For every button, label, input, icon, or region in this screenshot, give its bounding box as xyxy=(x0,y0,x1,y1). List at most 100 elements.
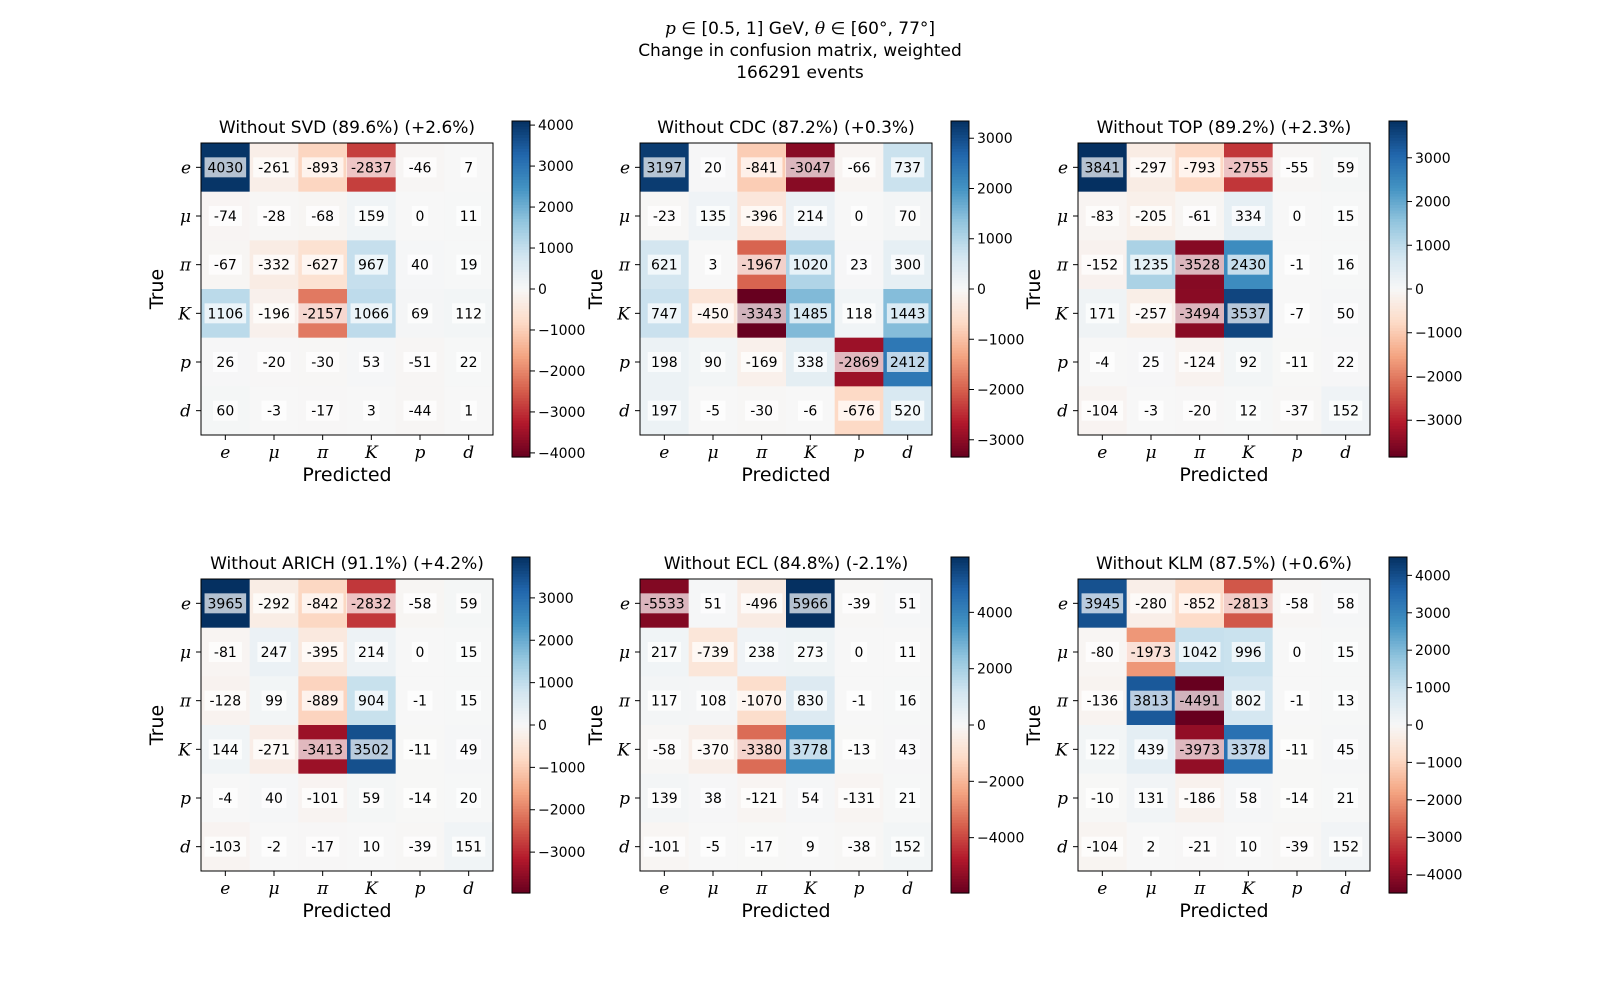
cell-value-label: 2 xyxy=(1147,840,1156,856)
x-tick-label: p xyxy=(1292,443,1303,463)
colorbar-segment xyxy=(512,599,530,603)
cell-label-box xyxy=(253,254,295,275)
cell-value-label: 59 xyxy=(1337,160,1355,176)
colorbar-segment xyxy=(1389,415,1407,419)
colorbar-segment xyxy=(951,778,969,782)
colorbar-tick-label: −4000 xyxy=(538,446,585,462)
cell-label-box xyxy=(1333,254,1359,275)
colorbar-segment xyxy=(951,809,969,813)
y-tick-label: p xyxy=(180,789,191,809)
colorbar-segment xyxy=(1389,193,1407,198)
colorbar-segment xyxy=(1389,185,1407,189)
cell-label-box xyxy=(1231,690,1265,711)
colorbar-segment xyxy=(512,657,530,662)
colorbar-segment xyxy=(951,834,969,838)
x-tick-label: μ xyxy=(268,443,279,463)
colorbar-segment xyxy=(512,585,530,589)
cell-value-label: 439 xyxy=(1138,742,1165,758)
colorbar-segment xyxy=(951,314,969,318)
cell-value-label: -396 xyxy=(746,209,778,225)
colorbar-segment xyxy=(1389,429,1407,433)
cell-value-label: -14 xyxy=(409,791,432,807)
colorbar-segment xyxy=(951,688,969,692)
colorbar-segment xyxy=(1389,691,1407,695)
cell-label-box xyxy=(411,206,429,226)
colorbar-segment xyxy=(1389,607,1407,611)
cell-label-box xyxy=(1280,788,1314,808)
colorbar-segment xyxy=(951,207,969,212)
cell-label-box xyxy=(1333,206,1359,226)
colorbar-segment xyxy=(951,739,969,743)
cell-label-box xyxy=(1174,690,1225,711)
colorbar-segment xyxy=(512,671,530,676)
cell-label-box xyxy=(301,157,344,178)
colorbar-segment xyxy=(1389,448,1407,452)
colorbar-segment xyxy=(512,576,530,580)
cell-label-box xyxy=(789,739,832,760)
colorbar-segment xyxy=(512,823,530,827)
colorbar-segment xyxy=(951,426,969,430)
colorbar-segment xyxy=(512,143,530,147)
cell-label-box xyxy=(403,400,437,421)
colorbar-segment xyxy=(1389,454,1407,458)
cell-value-label: 198 xyxy=(651,355,678,371)
colorbar-segment xyxy=(1389,876,1407,880)
colorbar-tick-label: −1000 xyxy=(1415,755,1462,771)
cell-value-label: -37 xyxy=(1286,404,1309,420)
colorbar-segment xyxy=(1389,160,1407,164)
colorbar-segment xyxy=(951,727,969,732)
cell-value-label: -893 xyxy=(307,160,339,176)
y-tick-label: e xyxy=(181,158,191,178)
colorbar-segment xyxy=(1389,263,1407,268)
colorbar-segment xyxy=(1389,613,1407,617)
colorbar-segment xyxy=(1389,277,1407,282)
x-axis-label: Predicted xyxy=(302,900,391,922)
y-tick-label: d xyxy=(1057,402,1068,422)
cell-label-box xyxy=(456,690,482,711)
colorbar-segment xyxy=(951,814,969,818)
cell-value-label: 50 xyxy=(1337,306,1355,322)
colorbar-segment xyxy=(1389,314,1407,318)
colorbar-segment xyxy=(1389,423,1407,427)
axes-frame xyxy=(200,578,494,872)
colorbar-segment xyxy=(512,261,530,265)
cell-value-label: 144 xyxy=(212,742,239,758)
colorbar-segment xyxy=(512,448,530,452)
cell-value-label: -28 xyxy=(263,209,286,225)
cell-label-box xyxy=(745,642,779,662)
cell-value-label: 21 xyxy=(1337,791,1355,807)
cell-value-label: 118 xyxy=(846,306,873,322)
x-tick-label: e xyxy=(1097,879,1107,899)
colorbar-segment xyxy=(951,443,969,447)
cell-label-box xyxy=(789,593,832,614)
cell-label-box xyxy=(1329,400,1363,421)
colorbar-segment xyxy=(512,308,530,312)
colorbar-segment xyxy=(512,182,530,186)
cell-value-label: 0 xyxy=(1293,209,1302,225)
cell-value-label: -30 xyxy=(311,355,334,371)
cell-label-box xyxy=(647,690,681,711)
colorbar-segment xyxy=(512,571,530,575)
colorbar-segment xyxy=(951,632,969,636)
colorbar-segment xyxy=(1389,666,1407,670)
colorbar-segment xyxy=(951,615,969,620)
y-tick-label: K xyxy=(177,304,192,324)
cell-label-box xyxy=(740,788,783,808)
colorbar-segment xyxy=(1389,177,1407,181)
colorbar-segment xyxy=(951,210,969,214)
colorbar-segment xyxy=(512,691,530,695)
cell-label-box xyxy=(1085,788,1119,808)
colorbar-segment xyxy=(951,331,969,335)
colorbar-segment xyxy=(1389,750,1407,754)
colorbar-segment xyxy=(512,269,530,273)
cell-label-box xyxy=(456,642,482,662)
colorbar-segment xyxy=(1389,781,1407,785)
colorbar-segment xyxy=(951,191,969,195)
colorbar-segment xyxy=(512,764,530,768)
colorbar-segment xyxy=(512,573,530,578)
colorbar-segment xyxy=(951,244,969,248)
cell-label-box xyxy=(456,206,482,226)
heatmap-panel-1: 4030 -261 -893 -2837 -46 7-74 -28 -68 159 0 11-67-… xyxy=(146,118,585,486)
colorbar-segment xyxy=(1389,443,1407,447)
colorbar-segment xyxy=(951,219,969,223)
